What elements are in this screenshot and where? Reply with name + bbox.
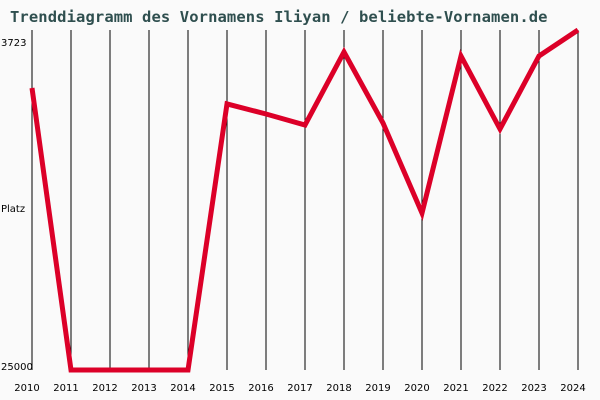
trend-line xyxy=(29,27,580,373)
year-gridlines xyxy=(31,30,579,370)
x-label-2013: 2013 xyxy=(131,383,156,394)
x-label-2020: 2020 xyxy=(404,383,429,394)
x-label-2022: 2022 xyxy=(482,383,507,394)
x-axis-labels: 2010 2011 2012 2013 2014 2015 2016 2017 2018 2019… xyxy=(14,383,585,394)
x-label-2014: 2014 xyxy=(170,383,195,394)
x-label-2011: 2011 xyxy=(53,383,78,394)
y-axis-title: Platz xyxy=(1,204,25,215)
x-label-2010: 2010 xyxy=(14,383,39,394)
x-label-2019: 2019 xyxy=(365,383,390,394)
x-label-2015: 2015 xyxy=(209,383,234,394)
y-axis-bottom-label: 25000 xyxy=(1,362,33,373)
x-label-2024: 2024 xyxy=(560,383,585,394)
x-label-2017: 2017 xyxy=(287,383,312,394)
chart-title: Trenddiagramm des Vornamens Iliyan / bel… xyxy=(10,8,548,26)
x-label-2018: 2018 xyxy=(326,383,351,394)
x-label-2012: 2012 xyxy=(92,383,117,394)
x-label-2023: 2023 xyxy=(521,383,546,394)
y-axis-top-label: 3723 xyxy=(1,38,26,49)
x-label-2016: 2016 xyxy=(248,383,273,394)
x-label-2021: 2021 xyxy=(443,383,468,394)
